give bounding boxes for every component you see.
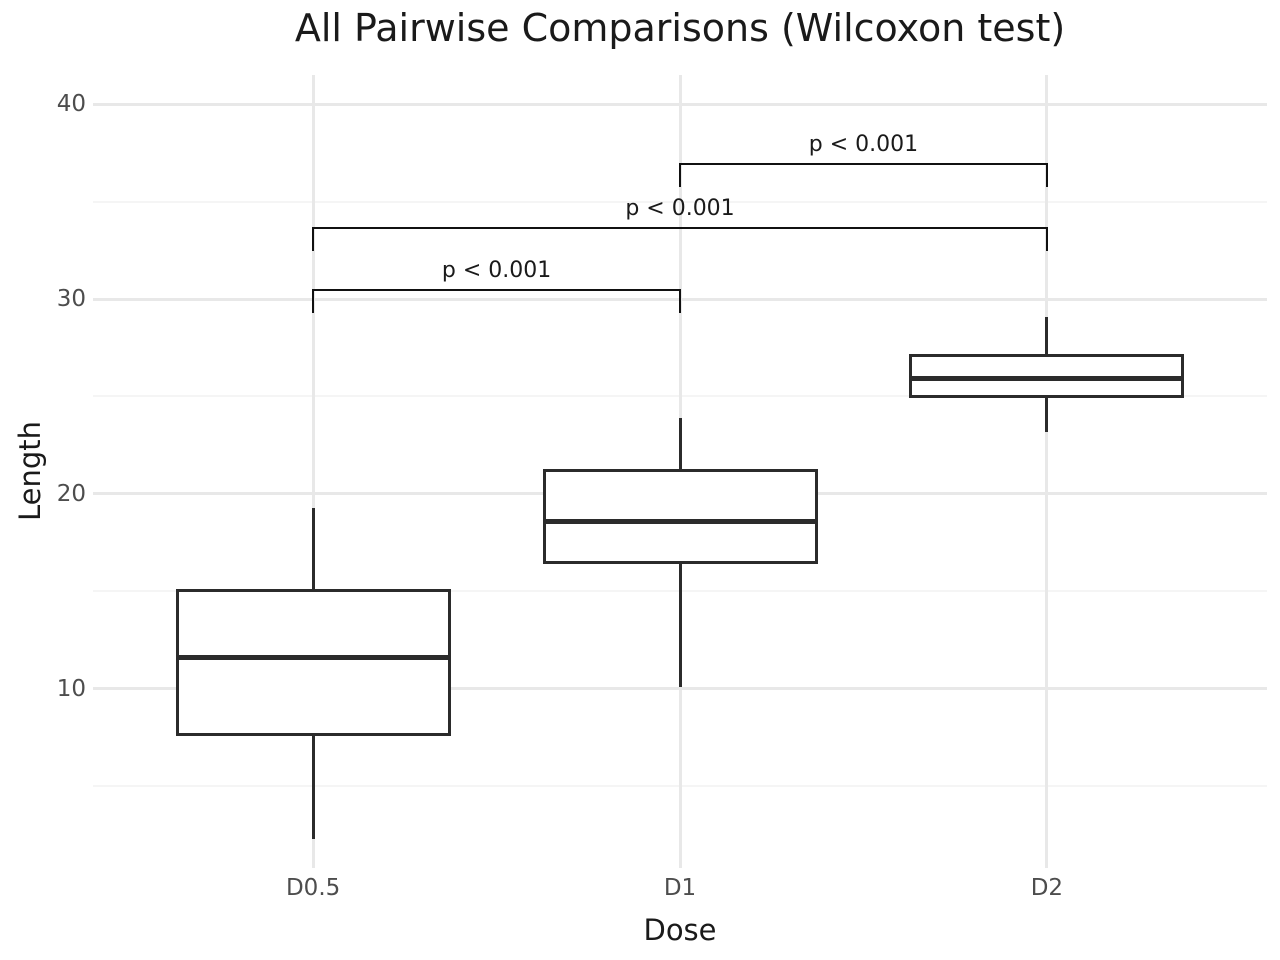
significance-label: p < 0.001 — [808, 131, 919, 157]
boxplot-box — [175, 589, 451, 736]
boxplot-median — [912, 376, 1182, 382]
significance-bracket — [312, 226, 1048, 251]
y-axis-title: Length — [13, 420, 47, 522]
boxplot-whisker-lower — [678, 564, 682, 687]
boxplot-whisker-upper — [1045, 316, 1049, 354]
boxplot-whisker-upper — [678, 417, 682, 469]
boxplot-box — [909, 353, 1185, 399]
y-tick-label: 30 — [56, 286, 86, 313]
x-tick-label: D0.5 — [285, 875, 341, 901]
gridline-vertical — [1045, 75, 1049, 868]
significance-bracket — [679, 162, 1048, 187]
boxplot-whisker-lower — [1045, 398, 1049, 432]
gridline-vertical — [311, 75, 315, 868]
x-tick-label: D1 — [663, 875, 697, 901]
boxplot-median — [178, 655, 448, 661]
x-axis-title: Dose — [643, 913, 717, 947]
y-tick-label: 10 — [56, 675, 86, 702]
significance-bracket — [312, 289, 681, 314]
y-tick-label: 40 — [56, 91, 86, 118]
boxplot-whisker-upper — [311, 507, 315, 590]
boxplot-box — [542, 468, 818, 565]
x-tick-label: D2 — [1030, 875, 1064, 901]
boxplot-median — [545, 518, 815, 524]
chart-title: All Pairwise Comparisons (Wilcoxon test) — [294, 6, 1066, 50]
y-tick-label: 20 — [56, 480, 86, 507]
significance-label: p < 0.001 — [625, 195, 735, 221]
significance-label: p < 0.001 — [441, 258, 552, 284]
boxplot-whisker-lower — [311, 735, 315, 839]
